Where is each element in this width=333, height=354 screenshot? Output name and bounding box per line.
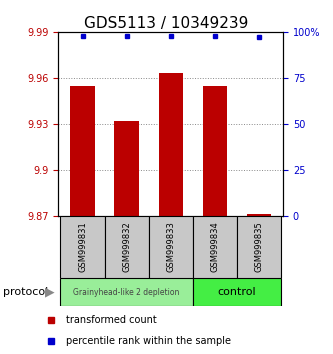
Text: control: control bbox=[217, 287, 256, 297]
Text: GSM999831: GSM999831 bbox=[78, 222, 87, 272]
Text: Grainyhead-like 2 depletion: Grainyhead-like 2 depletion bbox=[73, 287, 180, 297]
Bar bbox=[61, 216, 105, 278]
Text: transformed count: transformed count bbox=[66, 315, 157, 325]
Bar bbox=[149, 216, 193, 278]
Text: GSM999832: GSM999832 bbox=[122, 222, 131, 272]
Bar bbox=[193, 278, 281, 306]
Text: GSM999833: GSM999833 bbox=[166, 222, 175, 272]
Bar bbox=[159, 73, 183, 216]
Text: GSM999835: GSM999835 bbox=[254, 222, 263, 272]
Text: ▶: ▶ bbox=[45, 286, 55, 298]
Text: GSM999834: GSM999834 bbox=[210, 222, 219, 272]
Bar bbox=[247, 215, 271, 216]
Bar bbox=[70, 86, 95, 216]
Bar bbox=[105, 216, 149, 278]
Bar bbox=[237, 216, 281, 278]
Text: percentile rank within the sample: percentile rank within the sample bbox=[66, 336, 231, 346]
Text: protocol: protocol bbox=[3, 287, 49, 297]
Bar bbox=[115, 121, 139, 216]
Bar bbox=[202, 86, 227, 216]
Bar bbox=[193, 216, 237, 278]
Bar bbox=[61, 278, 193, 306]
Text: GDS5113 / 10349239: GDS5113 / 10349239 bbox=[84, 16, 249, 31]
